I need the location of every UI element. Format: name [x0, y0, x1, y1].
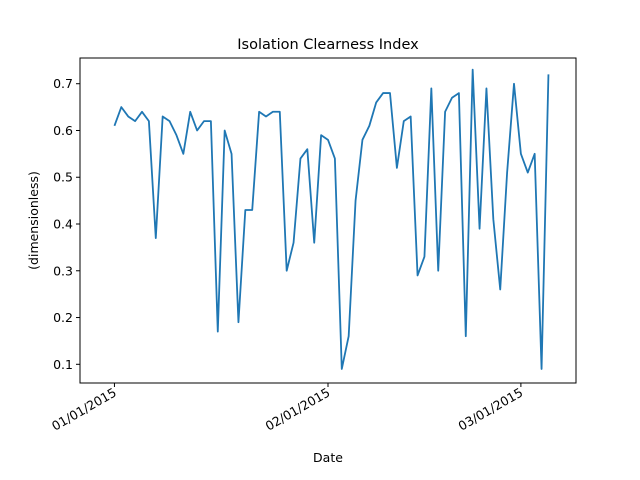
- y-tick-label: 0.2: [53, 310, 73, 325]
- y-tick-label: 0.7: [53, 76, 73, 91]
- series-line: [113, 68, 550, 370]
- y-tick-label: 0.5: [53, 170, 73, 185]
- y-axis: 0.1 0.2 0.3 0.4 0.5 0.6 0.7: [53, 76, 80, 372]
- y-tick-label: 0.1: [53, 357, 73, 372]
- y-axis-label: (dimensionless): [26, 171, 41, 270]
- y-tick-label: 0.4: [53, 217, 73, 232]
- plot-frame: [79, 57, 577, 384]
- y-tick-label: 0.3: [53, 263, 73, 278]
- chart-title: Isolation Clearness Index: [237, 37, 419, 53]
- y-tick-label: 0.6: [53, 123, 73, 138]
- x-axis-label: Date: [313, 450, 343, 465]
